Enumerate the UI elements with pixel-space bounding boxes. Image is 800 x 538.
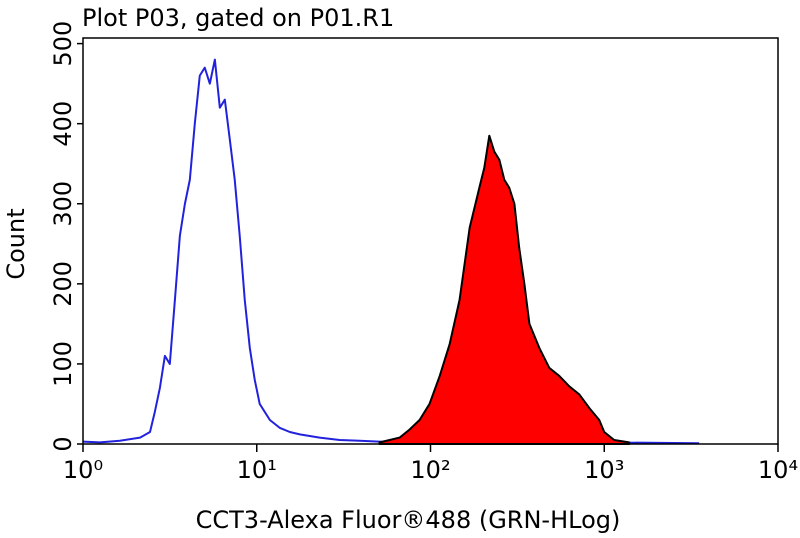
y-tick-label: 300 [49, 181, 77, 227]
y-tick-label: 0 [49, 436, 77, 451]
x-tick-label: 10³ [584, 456, 624, 484]
histogram-area [378, 134, 631, 445]
y-axis-label: Count [2, 208, 30, 279]
y-tick-label: 400 [49, 101, 77, 147]
x-tick-label: 10⁰ [63, 456, 103, 484]
x-axis-label: CCT3-Alexa Fluor®488 (GRN-HLog) [196, 506, 621, 534]
y-tick-label: 100 [49, 341, 77, 387]
x-tick-label: 10² [410, 456, 450, 484]
y-tick-label: 500 [49, 21, 77, 67]
chart-title: Plot P03, gated on P01.R1 [82, 4, 394, 32]
plot-frame [82, 37, 779, 445]
histogram-line [82, 58, 700, 445]
x-tick-label: 10¹ [237, 456, 277, 484]
y-tick-label: 200 [49, 261, 77, 307]
x-tick-label: 10⁴ [758, 456, 798, 484]
